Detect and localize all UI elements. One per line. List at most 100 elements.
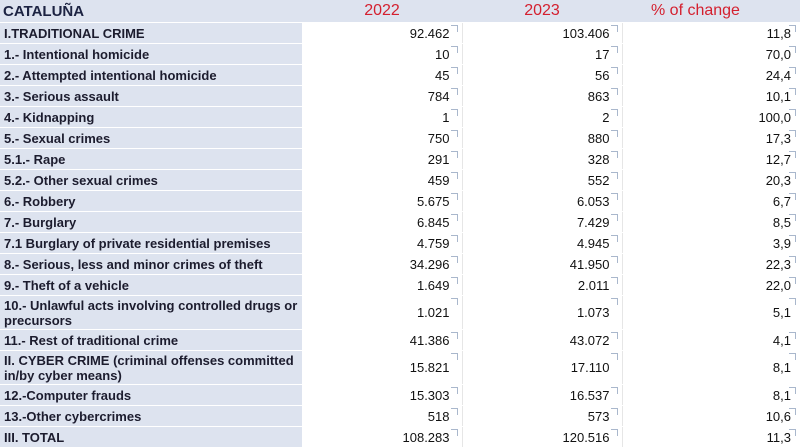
value-2022-cell: 15.821 [302,350,463,385]
value-2022-cell: 34.296 [302,253,463,275]
value-2023-cell: 103.406 [462,22,623,44]
value-2022-cell: 41.386 [302,329,463,351]
row-label: 11.- Rest of traditional crime [0,329,302,351]
table-row: 4.- Kidnapping 1 2 100,0 [0,106,800,128]
value-2022: 92.462 [409,25,450,41]
value-2022: 15.303 [409,387,450,403]
value-2023: 4.945 [576,235,610,251]
comment-marker-icon [789,235,796,242]
value-2023: 2.011 [577,277,610,293]
table-row: II. CYBER CRIME (criminal offenses commi… [0,350,800,385]
percent-change-cell: 22,3 [622,253,800,275]
percent-change-cell: 6,7 [622,190,800,212]
value-2023: 41.950 [569,256,610,272]
table-row: 3.- Serious assault 784 863 10,1 [0,85,800,107]
comment-marker-icon [789,88,796,95]
value-2022-cell: 459 [302,169,463,191]
comment-marker-icon [450,353,458,360]
comment-marker-icon [450,235,458,242]
value-2023: 16.537 [569,387,610,403]
percent-change: 22,3 [765,256,791,272]
comment-marker-icon [610,235,618,242]
value-2022: 34.296 [409,256,450,272]
comment-marker-icon [610,256,618,263]
year-2022-header: 2022 [302,0,462,23]
comment-marker-icon [450,25,458,32]
comment-marker-icon [450,67,458,74]
comment-marker-icon [610,46,618,53]
table-row: 7.- Burglary 6.845 7.429 8,5 [0,211,800,233]
value-2023-cell: 6.053 [462,190,623,212]
header-row: CATALUÑA 2022 2023 % of change [0,0,800,23]
value-2023-cell: 863 [462,85,623,107]
value-2023-cell: 328 [462,148,623,170]
comment-marker-icon [789,151,796,158]
value-2022-cell: 108.283 [302,426,463,448]
value-2022: 1.649 [416,277,450,293]
value-2023: 2 [602,109,610,125]
comment-marker-icon [450,151,458,158]
row-label: 1.- Intentional homicide [0,43,302,65]
row-label: 10.- Unlawful acts involving controlled … [0,295,302,330]
comment-marker-icon [610,67,618,74]
value-2022-cell: 291 [302,148,463,170]
comment-marker-icon [450,130,458,137]
value-2023-cell: 7.429 [462,211,623,233]
table-row: 11.- Rest of traditional crime 41.386 43… [0,329,800,351]
comment-marker-icon [789,256,796,263]
table-row: 2.- Attempted intentional homicide 45 56… [0,64,800,86]
comment-marker-icon [450,298,458,305]
value-2022: 1 [442,109,450,125]
row-label: 2.- Attempted intentional homicide [0,64,302,86]
comment-marker-icon [610,353,618,360]
table-row: 7.1 Burglary of private residential prem… [0,232,800,254]
value-2023-cell: 16.537 [462,384,623,406]
table-row: 5.- Sexual crimes 750 880 17,3 [0,127,800,149]
percent-change: 11,3 [766,429,791,445]
value-2023: 573 [587,408,610,424]
row-label: I.TRADITIONAL CRIME [0,22,302,44]
percent-change-cell: 8,1 [622,350,800,385]
comment-marker-icon [610,387,618,394]
value-2023-cell: 573 [462,405,623,427]
percent-change-cell: 100,0 [622,106,800,128]
value-2023: 880 [587,130,610,146]
comment-marker-icon [610,298,618,305]
comment-marker-icon [610,408,618,415]
value-2022: 15.821 [409,360,450,375]
percent-change: 20,3 [765,172,791,188]
comment-marker-icon [789,298,796,305]
table-row: 8.- Serious, less and minor crimes of th… [0,253,800,275]
value-2022: 784 [427,88,450,104]
comment-marker-icon [610,25,618,32]
region-header: CATALUÑA [0,0,302,23]
comment-marker-icon [789,172,796,179]
percent-change: 10,1 [765,88,791,104]
value-2022: 6.845 [416,214,450,230]
percent-change: 22,0 [765,277,791,293]
value-2023: 552 [587,172,610,188]
percent-change: 10,6 [765,408,791,424]
percent-change-cell: 8,5 [622,211,800,233]
value-2022-cell: 1.649 [302,274,463,296]
table-row: 1.- Intentional homicide 10 17 70,0 [0,43,800,65]
value-2022-cell: 1.021 [302,295,463,330]
value-2022: 518 [427,408,450,424]
comment-marker-icon [789,332,796,339]
comment-marker-icon [610,151,618,158]
value-2023: 1.073 [576,305,610,320]
value-2023-cell: 17 [462,43,623,65]
table-row: 12.-Computer frauds 15.303 16.537 8,1 [0,384,800,406]
value-2022: 291 [427,151,450,167]
table-row: III. TOTAL 108.283 120.516 11,3 [0,426,800,448]
percent-change: 8,1 [772,360,791,375]
percent-change-cell: 12,7 [622,148,800,170]
row-label: 5.2.- Other sexual crimes [0,169,302,191]
percent-change: 6,7 [772,193,791,209]
value-2023-cell: 120.516 [462,426,623,448]
value-2022-cell: 1 [302,106,463,128]
value-2023-cell: 1.073 [462,295,623,330]
comment-marker-icon [450,332,458,339]
value-2022: 5.675 [416,193,450,209]
percent-change-header: % of change [622,0,800,23]
